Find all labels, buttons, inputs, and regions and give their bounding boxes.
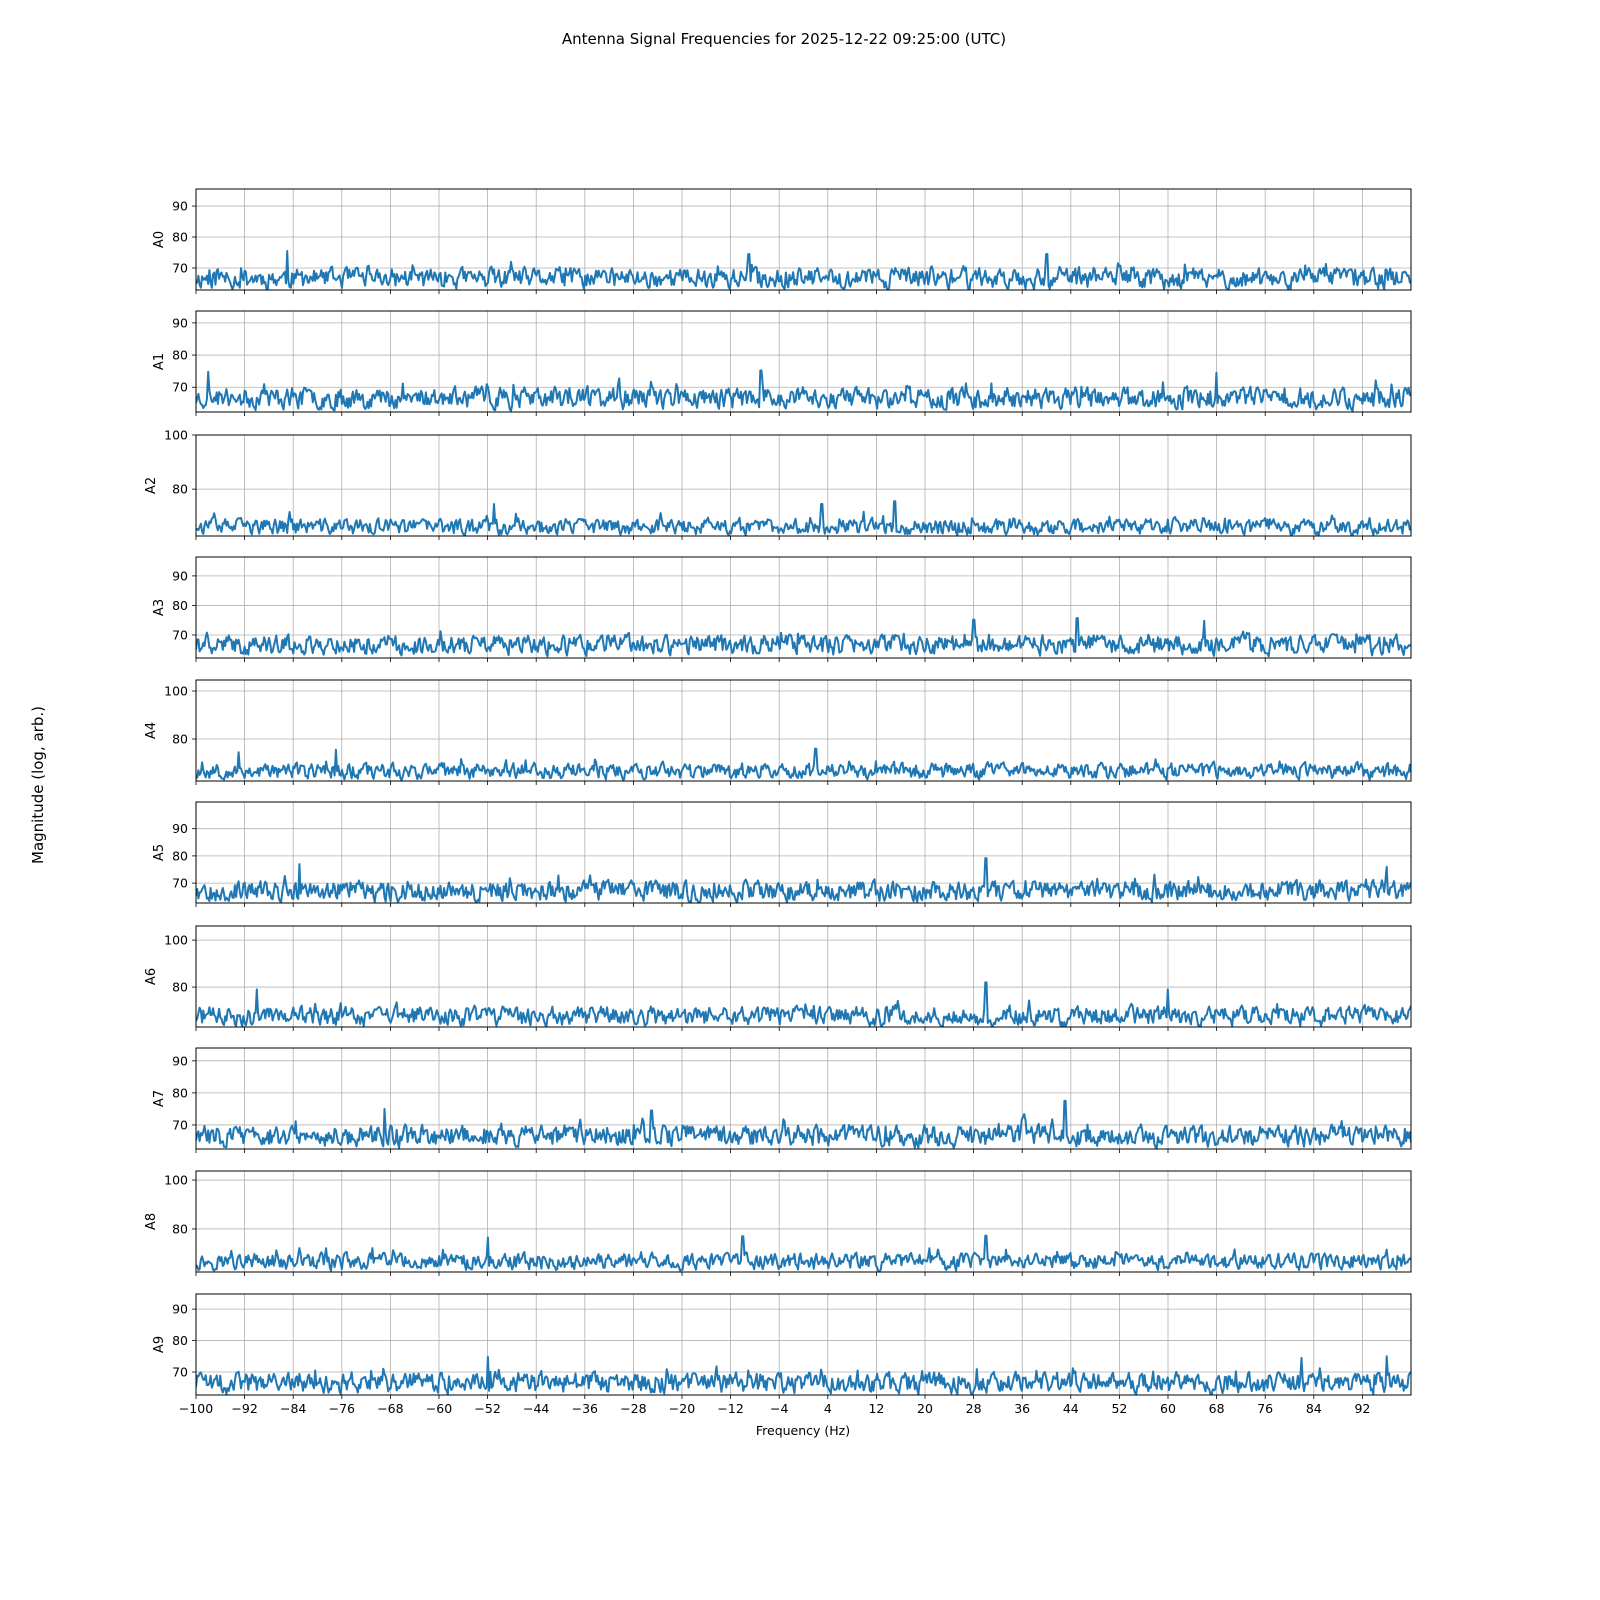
axes-frame xyxy=(195,925,1412,1028)
subplot-A3: 70 80 90 A3 xyxy=(152,556,1412,662)
x-tick-label: 60 xyxy=(1160,1401,1176,1416)
y-tick-label: 80 xyxy=(172,598,188,613)
subplot-A4: 80 100 A4 xyxy=(144,679,1412,785)
series-line-A5 xyxy=(196,857,1411,903)
y-tick-label: 70 xyxy=(172,1365,188,1380)
axes-frame xyxy=(195,1293,1412,1396)
subplot-A0: 70 80 90 A0 xyxy=(152,188,1412,294)
series-line-A6 xyxy=(196,981,1411,1027)
x-tick-label: −36 xyxy=(572,1401,598,1416)
axes-frame xyxy=(195,556,1412,659)
series-line-A2 xyxy=(196,500,1411,536)
y-tick-label: 70 xyxy=(172,380,188,395)
series-line-A8 xyxy=(196,1234,1411,1272)
axes-frame xyxy=(195,1170,1412,1273)
x-tick-label: 4 xyxy=(824,1401,832,1416)
x-tick-label: 44 xyxy=(1063,1401,1079,1416)
x-tick-label: 12 xyxy=(868,1401,884,1416)
y-tick-label: 80 xyxy=(172,482,188,497)
y-axis-label: Magnitude (log, arb.) xyxy=(29,706,47,864)
axes-frame xyxy=(195,801,1412,904)
x-tick-label: 92 xyxy=(1354,1401,1370,1416)
x-tick-label: −28 xyxy=(620,1401,646,1416)
y-tick-label: 80 xyxy=(172,980,188,995)
subplot-ylabel: A3 xyxy=(152,599,167,616)
axes-frame xyxy=(195,434,1412,537)
y-tick-label: 80 xyxy=(172,1333,188,1348)
series-line-A7 xyxy=(196,1099,1411,1149)
subplot-A8: 80 100 A8 xyxy=(144,1170,1412,1276)
axes-frame xyxy=(195,1047,1412,1150)
x-tick-label: 84 xyxy=(1306,1401,1322,1416)
y-tick-label: 80 xyxy=(172,732,188,747)
y-tick-label: 80 xyxy=(172,230,188,245)
subplot-ylabel: A1 xyxy=(152,353,167,370)
y-tick-label: 90 xyxy=(172,199,188,214)
subplot-ylabel: A0 xyxy=(152,231,167,248)
subplot-A9: −100 −92 −84 −76 −68 −60 −52 −44 −36 −28 −20 −12 −4 4… xyxy=(152,1293,1412,1416)
x-tick-label: −20 xyxy=(669,1401,695,1416)
subplot-ylabel: A5 xyxy=(152,844,167,861)
x-tick-label: 28 xyxy=(966,1401,982,1416)
y-tick-label: 90 xyxy=(172,1302,188,1317)
y-tick-label: 100 xyxy=(164,428,188,443)
subplot-ylabel: A4 xyxy=(144,722,159,739)
x-tick-label: −60 xyxy=(426,1401,452,1416)
axes-frame xyxy=(195,188,1412,291)
y-tick-label: 100 xyxy=(164,933,188,948)
y-tick-label: 70 xyxy=(172,627,188,642)
y-tick-label: 80 xyxy=(172,348,188,363)
y-tick-label: 90 xyxy=(172,315,188,330)
subplot-ylabel: A7 xyxy=(152,1090,167,1107)
x-axis-label: Frequency (Hz) xyxy=(756,1423,850,1438)
subplot-ylabel: A6 xyxy=(144,968,159,985)
x-tick-label: −92 xyxy=(231,1401,257,1416)
x-tick-label: 52 xyxy=(1111,1401,1127,1416)
subplot-A5: 70 80 90 A5 xyxy=(152,801,1412,907)
series-line-A9 xyxy=(196,1355,1411,1395)
y-tick-label: 80 xyxy=(172,1085,188,1100)
x-tick-label: 76 xyxy=(1257,1401,1273,1416)
y-tick-label: 80 xyxy=(172,1221,188,1236)
y-tick-label: 100 xyxy=(164,1173,188,1188)
series-line-A3 xyxy=(196,617,1411,658)
y-tick-label: 70 xyxy=(172,1117,188,1132)
y-tick-label: 70 xyxy=(172,876,188,891)
series-line-A4 xyxy=(196,747,1411,781)
x-tick-label: −4 xyxy=(770,1401,788,1416)
y-tick-label: 90 xyxy=(172,568,188,583)
subplot-ylabel: A9 xyxy=(152,1336,167,1353)
subplot-A2: 80 100 A2 xyxy=(144,428,1412,540)
y-tick-label: 90 xyxy=(172,821,188,836)
figure-title: Antenna Signal Frequencies for 2025-12-2… xyxy=(562,30,1006,48)
y-tick-label: 90 xyxy=(172,1053,188,1068)
x-tick-label: −12 xyxy=(717,1401,743,1416)
x-tick-label: 68 xyxy=(1209,1401,1225,1416)
y-tick-label: 100 xyxy=(164,684,188,699)
x-tick-label: 36 xyxy=(1014,1401,1030,1416)
x-tick-label: −100 xyxy=(179,1401,213,1416)
subplot-A7: 70 80 90 A7 xyxy=(152,1047,1412,1153)
subplot-ylabel: A8 xyxy=(144,1213,159,1230)
x-tick-label: −84 xyxy=(280,1401,306,1416)
axes-frame xyxy=(195,310,1412,413)
series-line-A0 xyxy=(196,250,1411,290)
y-tick-label: 80 xyxy=(172,848,188,863)
subplot-A6: 80 100 A6 xyxy=(144,925,1412,1031)
x-tick-label: −68 xyxy=(377,1401,403,1416)
y-tick-label: 70 xyxy=(172,261,188,276)
x-tick-label: −52 xyxy=(474,1401,500,1416)
subplot-ylabel: A2 xyxy=(144,477,159,494)
x-tick-label: −44 xyxy=(523,1401,549,1416)
subplot-A1: 70 80 90 A1 xyxy=(152,310,1412,416)
x-tick-label: −76 xyxy=(329,1401,355,1416)
series-line-A1 xyxy=(196,369,1411,412)
x-tick-label: 20 xyxy=(917,1401,933,1416)
axes-frame xyxy=(195,679,1412,782)
